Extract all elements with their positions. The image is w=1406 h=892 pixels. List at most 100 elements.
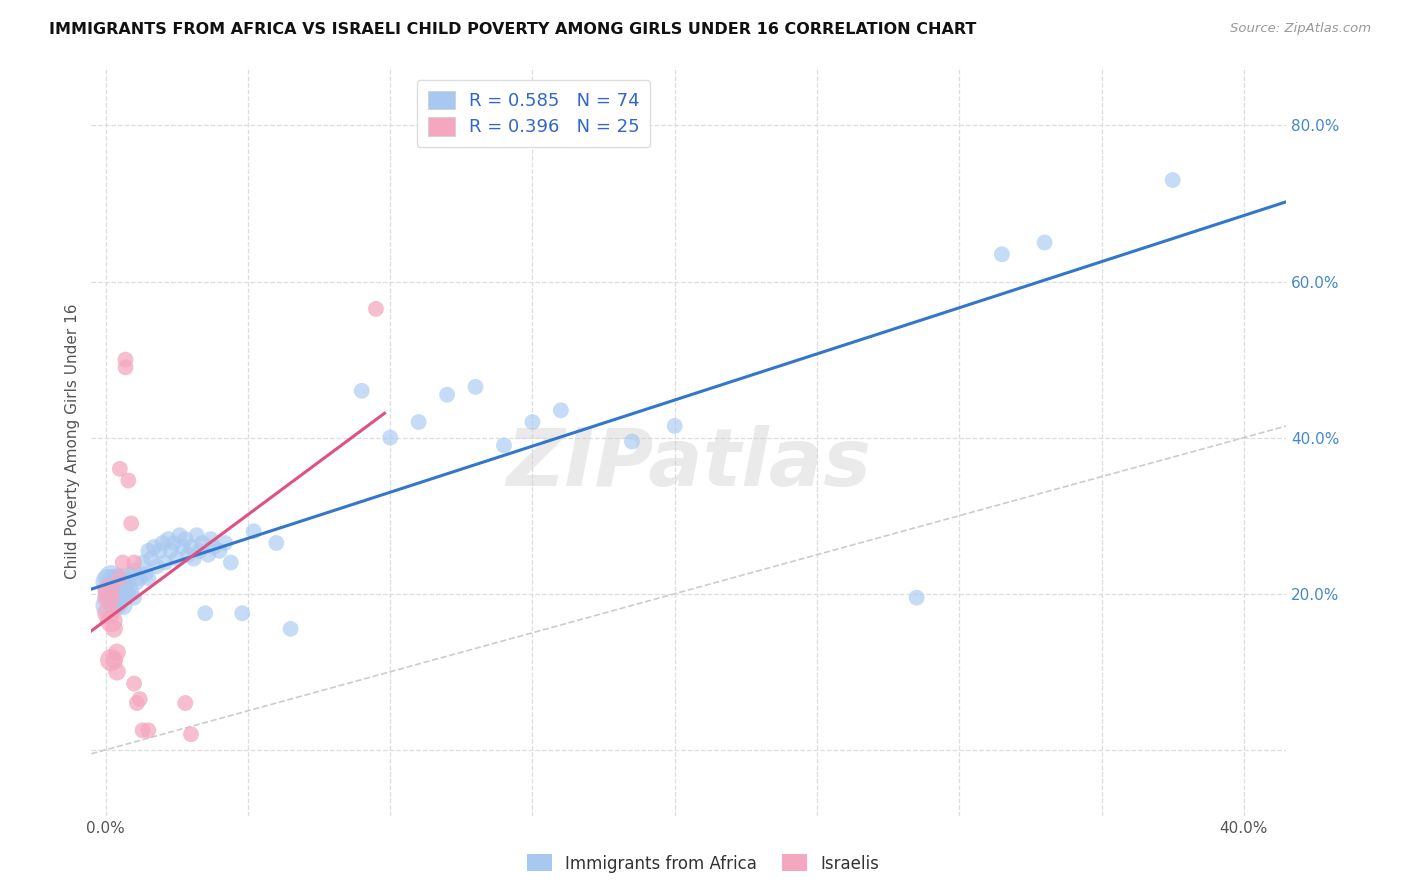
Point [136,571,159,585]
Point [177,548,200,562]
Point [120,582,142,597]
Point [134,567,156,582]
Y-axis label: Child Poverty Among Girls Under 16: Child Poverty Among Girls Under 16 [65,304,80,579]
Point [1033,235,1056,250]
Point [905,591,928,605]
Point [200,532,222,546]
Point [266,536,288,550]
Point [114,579,136,593]
Point [108,571,131,585]
Point [157,532,180,546]
Point [128,571,150,585]
Point [105,665,128,679]
Point [991,247,1014,261]
Point [114,352,136,367]
Point [108,462,131,476]
Point [214,536,236,550]
Point [146,559,169,574]
Point [100,653,122,667]
Point [117,587,139,601]
Point [111,587,134,601]
Point [111,571,134,585]
Point [114,360,136,375]
Point [522,415,544,429]
Point [280,622,302,636]
Point [97,591,120,605]
Point [191,536,214,550]
Point [117,574,139,589]
Point [152,536,174,550]
Point [108,591,131,605]
Point [105,599,128,613]
Point [202,540,225,554]
Point [100,587,122,601]
Point [350,384,373,398]
Point [105,582,128,597]
Point [111,599,134,613]
Point [242,524,264,539]
Point [149,543,172,558]
Point [97,574,120,589]
Point [141,551,163,566]
Point [166,551,188,566]
Point [131,556,153,570]
Point [97,599,120,613]
Point [105,645,128,659]
Point [169,528,191,542]
Point [122,591,145,605]
Point [105,571,128,585]
Point [194,607,217,621]
Point [103,653,125,667]
Point [155,556,177,570]
Text: ZIPatlas: ZIPatlas [506,425,872,503]
Point [180,540,202,554]
Point [143,540,166,554]
Point [186,528,208,542]
Point [550,403,572,417]
Point [492,438,515,452]
Point [231,607,253,621]
Point [97,582,120,597]
Point [436,387,458,401]
Point [97,607,120,621]
Point [160,543,183,558]
Point [621,434,644,449]
Point [174,696,197,710]
Point [188,543,211,558]
Point [136,723,159,738]
Point [122,676,145,690]
Point [208,543,231,558]
Point [128,692,150,706]
Point [120,567,142,582]
Point [125,696,148,710]
Point [122,563,145,577]
Point [378,431,402,445]
Point [131,723,153,738]
Point [111,556,134,570]
Point [408,415,430,429]
Point [664,419,686,434]
Point [100,614,122,628]
Point [103,574,125,589]
Point [183,551,205,566]
Point [103,622,125,636]
Point [364,301,387,316]
Point [180,727,202,741]
Point [174,532,197,546]
Point [114,591,136,605]
Legend: Immigrants from Africa, Israelis: Immigrants from Africa, Israelis [520,847,886,880]
Point [197,548,219,562]
Point [122,556,145,570]
Point [103,594,125,608]
Point [464,380,486,394]
Point [117,474,139,488]
Point [108,574,131,589]
Point [103,591,125,605]
Point [120,516,142,531]
Point [163,536,186,550]
Text: Source: ZipAtlas.com: Source: ZipAtlas.com [1230,22,1371,36]
Point [108,579,131,593]
Legend: R = 0.585   N = 74, R = 0.396   N = 25: R = 0.585 N = 74, R = 0.396 N = 25 [416,79,651,147]
Point [1161,173,1184,187]
Text: IMMIGRANTS FROM AFRICA VS ISRAELI CHILD POVERTY AMONG GIRLS UNDER 16 CORRELATION: IMMIGRANTS FROM AFRICA VS ISRAELI CHILD … [49,22,977,37]
